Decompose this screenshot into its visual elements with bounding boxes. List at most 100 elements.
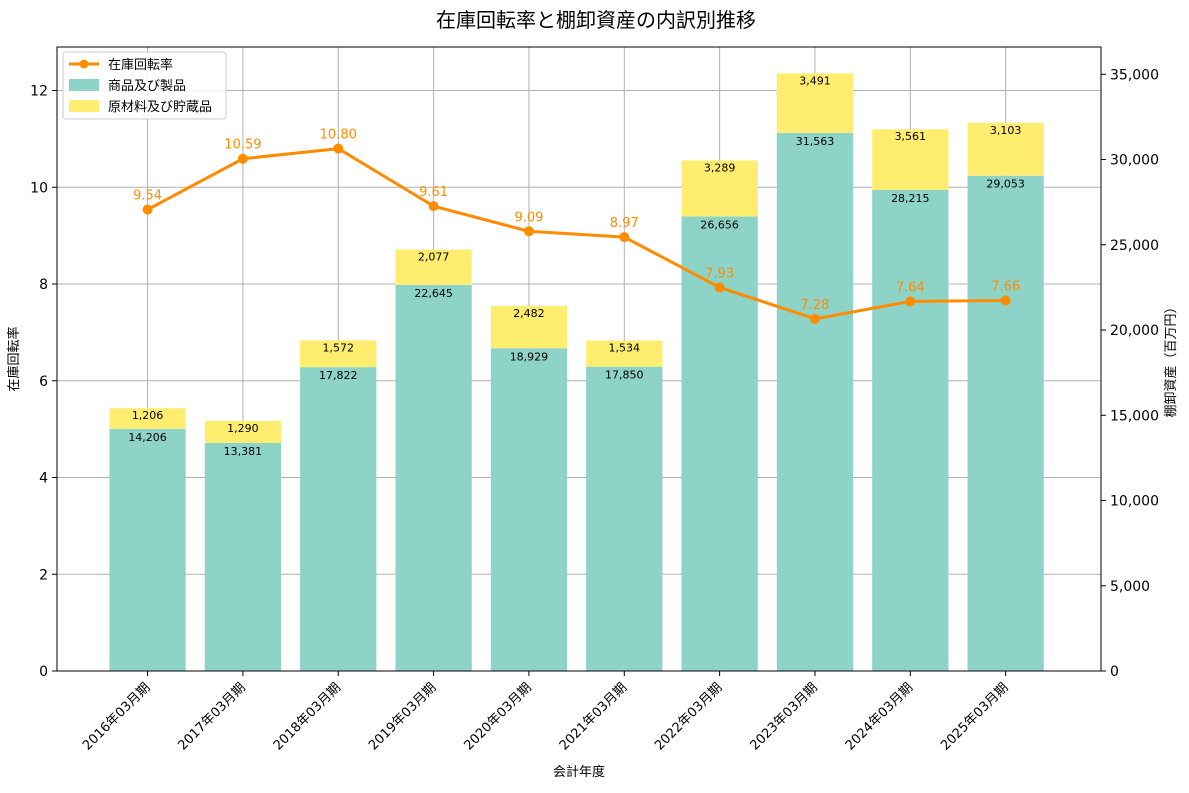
turnover-label: 7.28	[800, 298, 829, 313]
turnover-label: 8.97	[610, 216, 639, 231]
bar-products	[109, 428, 186, 671]
right-axis-tick-label: 0	[1110, 664, 1119, 680]
bar-materials	[204, 420, 282, 443]
bar-products	[776, 132, 854, 672]
right-axis-tick-label: 25,000	[1110, 238, 1159, 254]
turnover-point	[428, 201, 439, 212]
turnover-label: 9.61	[419, 185, 448, 200]
turnover-line	[146, 147, 1006, 321]
left-axis-tick-label: 2	[39, 567, 48, 583]
bar-products	[395, 284, 472, 671]
left-axis-tick-label: 12	[30, 84, 48, 100]
x-axis-tick-label: 2024年03月期	[843, 680, 916, 753]
bar-label-products: 13,381	[224, 445, 263, 458]
bar-label-products: 29,053	[986, 178, 1025, 191]
turnover-point	[142, 204, 153, 215]
right-axis: 0 5,000 10,000 15,000 20,000 25,000 30,000 35,0…	[1101, 67, 1159, 680]
x-axis-tick-label: 2017年03月期	[175, 680, 248, 753]
turnover-point	[619, 232, 630, 243]
bar-materials	[109, 408, 186, 429]
bar-materials	[872, 129, 949, 190]
right-axis-label: 棚卸資産（百万円）	[1163, 300, 1179, 417]
legend-box	[62, 51, 227, 120]
legend-marker-swatch	[79, 59, 89, 69]
turnover-label: 7.93	[705, 266, 734, 281]
left-axis: 0 2 4 6 8 10 12	[30, 84, 57, 680]
legend-swatch	[69, 79, 99, 91]
right-axis-tick-label: 20,000	[1110, 323, 1159, 339]
left-axis-tick-label: 10	[30, 180, 48, 196]
bar-materials	[490, 305, 568, 349]
bars: 14,206 1,206 13,381 1,290 17,822 1,572 22,645 2…	[109, 73, 1044, 672]
bar-label-products: 18,929	[510, 350, 549, 363]
right-axis-tick-label: 30,000	[1110, 153, 1159, 169]
bar-products	[586, 366, 663, 671]
bar-label-materials: 1,206	[132, 409, 164, 422]
left-axis-tick-label: 0	[39, 664, 48, 680]
bar-label-materials: 3,103	[990, 124, 1022, 137]
bar-label-materials: 1,572	[323, 341, 355, 354]
left-axis-tick-label: 8	[39, 277, 48, 293]
bar-label-materials: 2,482	[513, 307, 545, 320]
left-axis-label: 在庫回転率	[6, 326, 22, 391]
turnover-line-layer: 9.54 10.59 10.80 9.61 9.09 8.97 7.93 7.28 7.64 7.…	[133, 128, 1020, 324]
turnover-label: 10.80	[320, 128, 357, 143]
bar-label-products: 31,563	[796, 135, 835, 148]
right-axis-tick-label: 15,000	[1110, 408, 1159, 424]
bar-label-materials: 1,534	[609, 342, 641, 355]
bar-label-products: 14,206	[128, 431, 167, 444]
bar-materials	[776, 73, 854, 133]
bar-materials	[586, 340, 663, 367]
turnover-label: 7.66	[991, 279, 1020, 294]
turnover-point	[523, 226, 534, 237]
turnover-label: 10.59	[224, 138, 261, 153]
bar-materials	[395, 249, 472, 285]
turnover-label: 7.64	[896, 280, 925, 295]
x-axis-tick-label: 2025年03月期	[938, 680, 1011, 753]
turnover-point	[714, 282, 725, 293]
bar-materials	[300, 340, 377, 368]
bar-label-materials: 1,290	[227, 422, 259, 435]
x-axis-tick-label: 2023年03月期	[748, 680, 821, 753]
bar-materials	[681, 160, 758, 217]
bar-products	[490, 348, 568, 671]
x-axis-tick-label: 2022年03月期	[652, 680, 725, 753]
x-axis-tick-label: 2021年03月期	[557, 680, 630, 753]
bar-label-materials: 2,077	[418, 251, 450, 264]
turnover-point	[809, 313, 820, 324]
x-axis-tick-label: 2018年03月期	[271, 680, 344, 753]
x-axis-tick-label: 2019年03月期	[366, 680, 439, 753]
right-axis-tick-label: 35,000	[1110, 67, 1159, 83]
legend-swatch	[69, 100, 99, 112]
bar-label-products: 28,215	[891, 192, 930, 205]
plot-frame	[56, 46, 1102, 672]
chart-title: 在庫回転率と棚卸資産の内訳別推移	[436, 8, 756, 32]
turnover-label: 9.54	[133, 189, 162, 204]
turnover-point	[237, 153, 248, 164]
bar-label-materials: 3,289	[704, 161, 736, 174]
x-axis-tick-label: 2020年03月期	[461, 680, 534, 753]
left-axis-tick-label: 6	[39, 374, 48, 390]
left-axis-tick-label: 4	[39, 471, 48, 487]
right-axis-tick-label: 10,000	[1110, 494, 1159, 510]
legend-label: 在庫回転率	[108, 57, 173, 73]
bar-products	[300, 367, 377, 671]
turnover-point	[1000, 295, 1011, 306]
bar-label-materials: 3,561	[895, 130, 927, 143]
bar-label-products: 17,850	[605, 369, 644, 382]
x-axis-label: 会計年度	[553, 764, 605, 780]
bar-label-products: 26,656	[700, 219, 739, 232]
bar-products	[872, 189, 949, 671]
bar-label-products: 17,822	[319, 369, 358, 382]
bar-label-products: 22,645	[414, 287, 453, 300]
bar-materials	[967, 122, 1044, 176]
x-axis: 2016年03月期 2017年03月期 2018年03月期 2019年03月期 2020…	[80, 671, 1011, 754]
turnover-point	[905, 296, 916, 307]
turnover-point	[333, 143, 344, 154]
bar-products	[204, 442, 282, 671]
legend-label: 商品及び製品	[108, 79, 186, 94]
x-axis-tick-label: 2016年03月期	[80, 680, 153, 753]
